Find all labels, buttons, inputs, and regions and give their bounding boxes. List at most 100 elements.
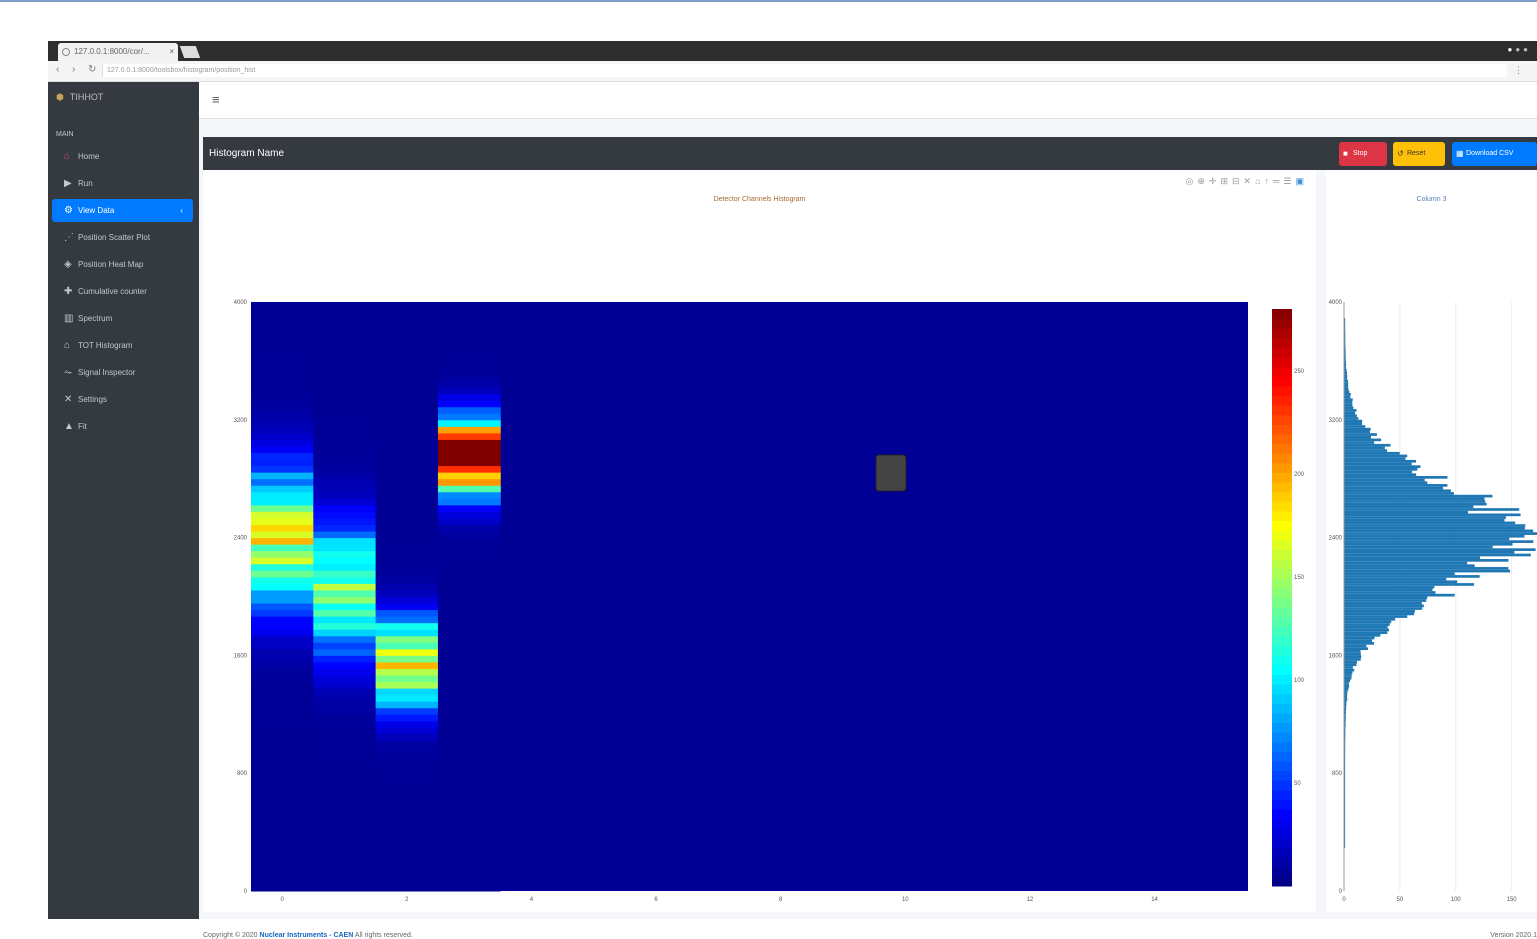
heatmap-cell: [251, 845, 314, 853]
heatmap-cell: [313, 308, 377, 316]
sidebar-item-signal-inspector[interactable]: ⏦ Signal Inspector: [52, 361, 193, 384]
stop-button[interactable]: ■ Stop: [1339, 142, 1387, 166]
heatmap-cell: [375, 727, 439, 735]
profile-icon[interactable]: ●: [1507, 45, 1516, 54]
home-icon: ⌂: [64, 151, 71, 162]
company-link[interactable]: Nuclear Instruments - CAEN: [259, 932, 354, 939]
heatmap-cell: [375, 792, 439, 800]
colorbar-segment: [1272, 587, 1292, 598]
heatmap-cell: [437, 550, 501, 558]
spike-icon[interactable]: ↑: [1264, 176, 1274, 186]
histogram-bar: [1344, 376, 1348, 380]
colorbar-segment: [1272, 645, 1292, 656]
zoom-in-icon[interactable]: ⊞: [1220, 176, 1232, 186]
x-tick-label: 2: [405, 897, 409, 903]
histogram-bar: [1344, 481, 1428, 485]
heatmap-cell: [313, 609, 377, 617]
heatmap-cell: [437, 675, 501, 683]
new-tab-button[interactable]: [179, 46, 201, 58]
heatmap-cell: [375, 570, 439, 578]
sitemap-icon: ⚙: [64, 205, 73, 216]
colorbar-tick-label: 200: [1294, 472, 1305, 478]
brand[interactable]: ⬢ TIHHOT: [56, 92, 103, 103]
heatmap-cell: [251, 387, 314, 395]
x-tick-label: 12: [1027, 897, 1034, 903]
colorbar-segment: [1272, 357, 1292, 368]
browser-tab[interactable]: 127.0.0.1:8000/cor/... ×: [58, 43, 178, 61]
heatmap-cell: [437, 570, 501, 578]
heatmap-cell: [437, 334, 501, 342]
histogram-bar: [1344, 837, 1346, 841]
heatmap-cell: [251, 688, 314, 696]
url-field[interactable]: 127.0.0.1:8000/toolsbox/histogram/positi…: [102, 64, 1507, 77]
pan-icon[interactable]: ✛: [1208, 176, 1221, 186]
heatmap-cell: [375, 498, 439, 506]
address-bar: ‹ › ↻ 127.0.0.1:8000/toolsbox/histogram/…: [48, 61, 1537, 82]
download-csv-button[interactable]: ▦ Download CSV: [1452, 142, 1537, 166]
camera-icon[interactable]: ◎: [1185, 176, 1198, 186]
sidebar-item-cumulative-counter[interactable]: ✚ Cumulative counter: [52, 280, 193, 303]
heatmap-cell: [251, 622, 314, 630]
heatmap-cell: [313, 354, 377, 362]
sidebar-item-home[interactable]: ⌂ Home: [52, 145, 193, 168]
back-icon[interactable]: ‹: [56, 64, 60, 75]
heatmap-cell: [437, 851, 501, 859]
rights-text: All rights reserved.: [354, 932, 413, 939]
colorbar-segment: [1272, 828, 1292, 839]
reset-axes-icon[interactable]: ⌂: [1255, 176, 1265, 186]
forward-icon[interactable]: ›: [72, 64, 76, 75]
colorbar-segment: [1272, 530, 1292, 541]
heatmap-cell: [313, 720, 377, 728]
histogram-bar: [1344, 355, 1346, 359]
heatmap-cell: [375, 766, 439, 774]
reset-button[interactable]: ↺ Reset: [1393, 142, 1445, 166]
heatmap-cell: [251, 675, 314, 683]
sidebar-item-position-heat-map[interactable]: ◈ Position Heat Map: [52, 253, 193, 276]
heatmap-cell: [375, 707, 439, 715]
hover-tooltip[interactable]: [875, 454, 907, 492]
histogram-bar: [1344, 810, 1346, 814]
heatmap-cell: [251, 760, 314, 768]
heatmap-cell: [313, 576, 377, 584]
brand-logo-icon: ⬢: [56, 92, 64, 102]
autoscale-icon[interactable]: ✕: [1243, 176, 1256, 186]
heatmap-cell: [375, 354, 439, 362]
sidebar-item-spectrum[interactable]: ▥ Spectrum: [52, 307, 193, 330]
histogram-bar: [1344, 775, 1346, 779]
heatmap-cell: [437, 576, 501, 584]
heatmap-cell: [313, 544, 377, 552]
heatmap-cell: [251, 315, 314, 323]
histogram-bar: [1344, 708, 1346, 712]
zoom-out-icon[interactable]: ⊟: [1231, 176, 1244, 186]
sidebar-item-view-data[interactable]: ⚙ View Data ‹: [52, 199, 193, 222]
heatmap-cell: [251, 786, 314, 794]
colorbar-segment: [1272, 318, 1292, 329]
heatmap-cell: [437, 773, 501, 781]
histogram-bar: [1344, 556, 1481, 560]
hamburger-menu-icon[interactable]: ≡: [212, 92, 220, 107]
sidebar-item-position-scatter-plot[interactable]: ⋰ Position Scatter Plot: [52, 226, 193, 249]
histogram-bar: [1344, 770, 1346, 774]
heatmap-cell: [251, 380, 314, 388]
browser-menu-icon[interactable]: ⋮: [1514, 65, 1523, 75]
close-tab-icon[interactable]: ×: [169, 47, 174, 56]
sidebar-item-settings[interactable]: ✕ Settings: [52, 388, 193, 411]
heatmap-cell: [251, 864, 314, 872]
window-controls[interactable]: ●●●: [1507, 45, 1531, 54]
zoom-icon[interactable]: ⊕: [1197, 176, 1209, 186]
heatmap-cell: [251, 694, 314, 702]
column-histogram-chart[interactable]: 0 50 100 150 0 800 1600 2400 3200 4000: [1326, 230, 1537, 910]
plotly-logo-icon[interactable]: ▣: [1295, 176, 1308, 186]
sidebar-item-tot-histogram[interactable]: ⌂ TOT Histogram: [52, 334, 193, 357]
sidebar-item-run[interactable]: ▶ Run: [52, 172, 193, 195]
histogram-bar: [1344, 813, 1346, 817]
sidebar-item-fit[interactable]: ▲ Fit: [52, 415, 193, 438]
colorbar-segment: [1272, 847, 1292, 858]
heatmap-cell: [251, 400, 314, 408]
hover-compare-icon[interactable]: ☰: [1283, 176, 1296, 186]
heatmap-cell: [437, 825, 501, 833]
reload-icon[interactable]: ↻: [88, 64, 97, 75]
hover-closest-icon[interactable]: ═: [1273, 176, 1284, 186]
heatmap-chart[interactable]: 0 2 4 6 8 10 12 14 0 800 1600 2400 3200 4000 50 100 150 2…: [203, 230, 1316, 910]
histogram-bar: [1344, 607, 1423, 610]
